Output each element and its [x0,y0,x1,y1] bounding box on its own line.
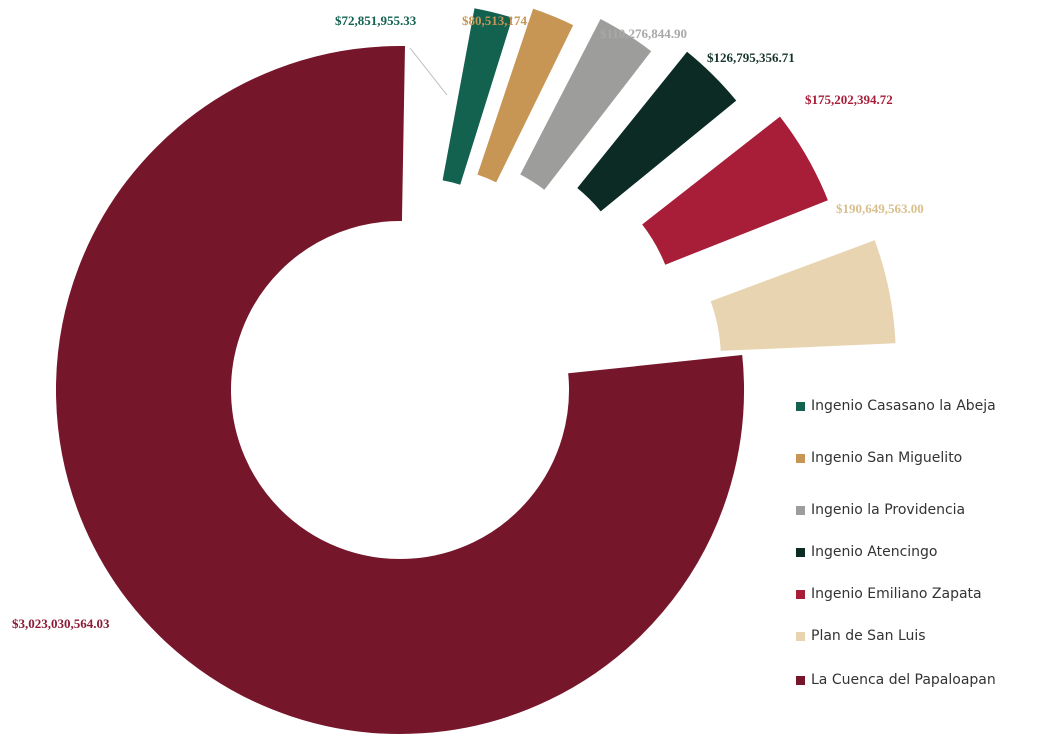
data-label-ingenio-san-miguelito: $80,513,174.99 [462,13,544,28]
legend-swatch [796,548,805,557]
legend-item: Ingenio Emiliano Zapata [796,584,1056,604]
data-labels-group: $3,023,030,564.03 $72,851,955.33 $80,513,1… [12,13,924,631]
leader-lines-group [409,47,448,96]
slice-la-cuenca-del-papaloapan [54,44,746,736]
legend-label: Ingenio San Miguelito [811,450,963,466]
legend-swatch [796,454,805,463]
slice-plan-de-san-luis [708,237,898,353]
legend-swatch [796,632,805,641]
legend-label: Ingenio Casasano la Abeja [811,398,996,414]
leader-line [409,47,448,96]
legend-label: Ingenio la Providencia [811,502,966,518]
data-label-ingenio-casasano-la-abeja: $72,851,955.33 [335,13,417,28]
data-label-ingenio-la-providencia: $110,276,844.90 [600,26,687,41]
legend-swatch [796,590,805,599]
legend-item: Ingenio Atencingo [796,542,1056,562]
legend-item: Ingenio Casasano la Abeja [796,396,1056,416]
slice-ingenio-la-providencia [517,16,655,193]
legend-label: La Cuenca del Papaloapan [811,672,996,688]
legend-item: Ingenio San Miguelito [796,448,1056,468]
legend-swatch [796,506,805,515]
data-label-ingenio-emiliano-zapata: $175,202,394.72 [805,92,893,107]
slice-ingenio-emiliano-zapata [639,113,831,268]
data-label-la-cuenca-del-papaloapan: $3,023,030,564.03 [12,616,110,631]
slice-ingenio-casasano-la-abeja [440,5,515,188]
legend-swatch [796,676,805,685]
legend-label: Ingenio Atencingo [811,544,938,560]
slices-group [54,5,898,736]
legend-item: Ingenio la Providencia [796,500,1056,520]
legend-item: La Cuenca del Papaloapan [796,670,1056,690]
slice-ingenio-atencingo [574,48,740,215]
legend-item: Plan de San Luis [796,626,1056,646]
slice-ingenio-san-miguelito [474,6,576,185]
data-label-plan-de-san-luis: $190,649,563.00 [836,201,924,216]
legend-swatch [796,402,805,411]
legend-label: Plan de San Luis [811,628,926,644]
data-label-ingenio-atencingo: $126,795,356.71 [707,50,795,65]
legend-label: Ingenio Emiliano Zapata [811,586,982,602]
